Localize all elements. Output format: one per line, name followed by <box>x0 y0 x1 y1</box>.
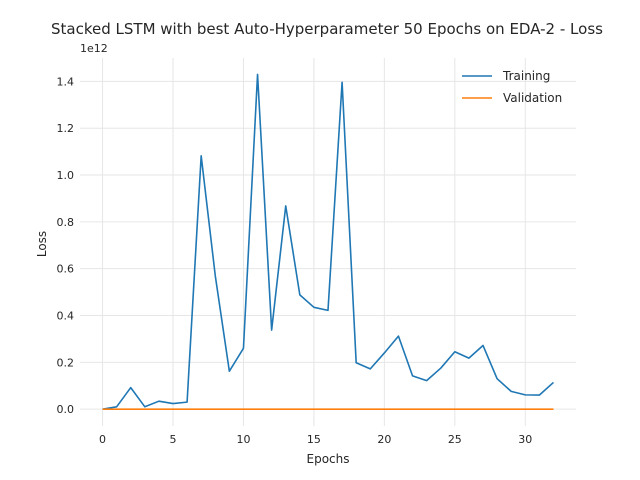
x-axis: 0 5 10 15 20 25 30 <box>99 433 532 446</box>
x-tick-label: 5 <box>170 433 177 446</box>
x-tick-label: 10 <box>236 433 250 446</box>
y-axis: 0.0 0.2 0.4 0.6 0.8 1.0 1.2 1.4 <box>57 75 75 416</box>
y-axis-label: Loss <box>35 231 49 257</box>
legend: Training Validation <box>462 69 562 105</box>
chart-title: Stacked LSTM with best Auto-Hyperparamet… <box>51 20 603 38</box>
y-tick-label: 0.6 <box>57 263 75 276</box>
x-tick-label: 0 <box>99 433 106 446</box>
series-layer <box>102 73 554 410</box>
x-tick-label: 25 <box>448 433 462 446</box>
y-tick-label: 0.0 <box>57 403 75 416</box>
y-tick-label: 0.4 <box>57 310 75 323</box>
y-tick-label: 0.2 <box>57 356 75 369</box>
training-series-line <box>102 73 554 410</box>
x-axis-label: Epochs <box>307 452 350 466</box>
legend-label-training: Training <box>502 69 550 83</box>
y-tick-label: 1.2 <box>57 122 75 135</box>
legend-label-validation: Validation <box>503 91 562 105</box>
x-tick-label: 30 <box>518 433 532 446</box>
y-tick-label: 0.8 <box>57 216 75 229</box>
y-offset-text: 1e12 <box>80 42 108 55</box>
y-tick-label: 1.4 <box>57 75 75 88</box>
x-tick-label: 15 <box>307 433 321 446</box>
y-tick-label: 1.0 <box>57 169 75 182</box>
grid <box>80 58 576 426</box>
x-tick-label: 20 <box>377 433 391 446</box>
